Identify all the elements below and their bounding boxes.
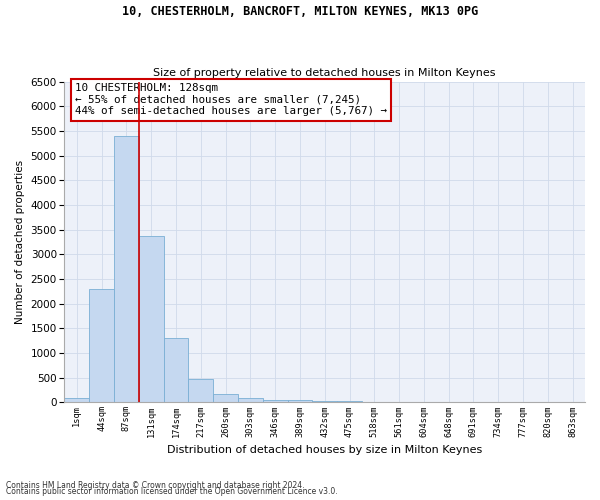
- Text: Contains HM Land Registry data © Crown copyright and database right 2024.: Contains HM Land Registry data © Crown c…: [6, 481, 305, 490]
- Text: Contains public sector information licensed under the Open Government Licence v3: Contains public sector information licen…: [6, 488, 338, 496]
- Y-axis label: Number of detached properties: Number of detached properties: [15, 160, 25, 324]
- X-axis label: Distribution of detached houses by size in Milton Keynes: Distribution of detached houses by size …: [167, 445, 482, 455]
- Bar: [114, 136, 139, 402]
- Title: Size of property relative to detached houses in Milton Keynes: Size of property relative to detached ho…: [154, 68, 496, 78]
- Bar: [213, 394, 238, 402]
- Bar: [89, 289, 114, 403]
- Bar: [313, 401, 337, 402]
- Bar: [188, 378, 213, 402]
- Bar: [139, 236, 164, 402]
- Bar: [287, 400, 313, 402]
- Text: 10, CHESTERHOLM, BANCROFT, MILTON KEYNES, MK13 0PG: 10, CHESTERHOLM, BANCROFT, MILTON KEYNES…: [122, 5, 478, 18]
- Text: 10 CHESTERHOLM: 128sqm
← 55% of detached houses are smaller (7,245)
44% of semi-: 10 CHESTERHOLM: 128sqm ← 55% of detached…: [75, 83, 387, 116]
- Bar: [64, 398, 89, 402]
- Bar: [238, 398, 263, 402]
- Bar: [263, 400, 287, 402]
- Bar: [164, 338, 188, 402]
